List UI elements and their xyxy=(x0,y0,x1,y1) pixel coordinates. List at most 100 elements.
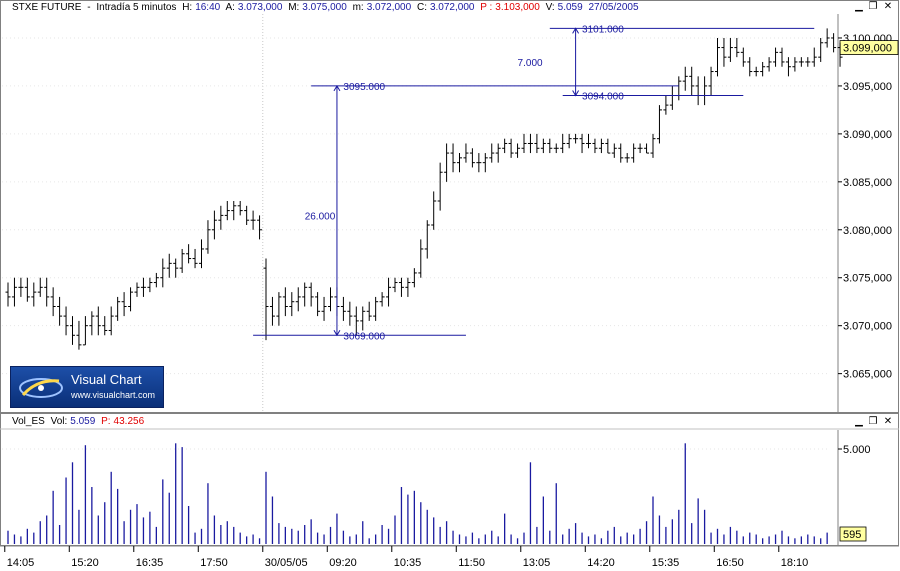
ohlc-bar xyxy=(656,105,662,144)
ohlc-bar xyxy=(573,133,579,144)
ohlc-bar xyxy=(831,33,837,53)
v-label: V: xyxy=(545,2,555,13)
min-value: 3.072,000 xyxy=(366,2,412,13)
c-label: C: xyxy=(416,2,427,13)
volume-name: Vol_ES xyxy=(12,416,45,427)
volume-close-button[interactable]: ✕ xyxy=(881,416,895,428)
ohlc-bar xyxy=(192,248,198,269)
ohlc-bar xyxy=(140,277,146,297)
ohlc-bar xyxy=(560,133,566,154)
volume-p-value: 43.256 xyxy=(113,416,145,427)
header-separator: - xyxy=(87,2,91,13)
ohlc-bar xyxy=(289,292,295,317)
ohlc-bar xyxy=(644,143,650,154)
volume-vol-label: Vol: xyxy=(50,416,68,427)
time-tick-label: 30/05/05 xyxy=(265,557,308,569)
ohlc-bar xyxy=(76,320,82,350)
price-ytick-label: 3.065,000 xyxy=(843,369,892,381)
ohlc-bar xyxy=(534,133,540,154)
time-tick-label: 16:50 xyxy=(716,557,744,569)
ohlc-bar xyxy=(173,258,179,278)
time-tick-label: 10:35 xyxy=(394,557,422,569)
volume-ytick-label: 5.000 xyxy=(843,444,871,456)
price-restore-button[interactable]: ❐ xyxy=(866,1,880,13)
ohlc-bar xyxy=(160,258,166,288)
ohlc-bar xyxy=(540,138,546,154)
ohlc-bar xyxy=(727,37,733,62)
ohlc-bar xyxy=(502,138,508,154)
ohlc-bar xyxy=(166,253,172,278)
ohlc-bar xyxy=(269,296,275,326)
ohlc-bar xyxy=(50,287,56,317)
logo-title: Visual Chart xyxy=(71,372,142,387)
ohlc-bar xyxy=(353,306,359,336)
ohlc-bar xyxy=(469,148,475,168)
annotation-arrow-head xyxy=(572,90,580,97)
ohlc-bar xyxy=(405,277,411,297)
price-minimize-button[interactable]: ▁ xyxy=(852,1,866,13)
ohlc-bar xyxy=(457,153,462,173)
price-close-button[interactable]: ✕ xyxy=(881,1,895,13)
ohlc-bar xyxy=(586,133,591,149)
last-volume-box xyxy=(839,526,867,542)
annotation-label: 26.000 xyxy=(305,211,336,222)
m-value: 3.075,000 xyxy=(302,2,347,13)
ohlc-bar xyxy=(5,282,11,307)
ohlc-bar xyxy=(257,215,263,240)
ohlc-bar xyxy=(721,37,727,67)
annotation-label: 3069.000 xyxy=(343,331,385,342)
ohlc-bar xyxy=(715,37,720,77)
ohlc-bar xyxy=(373,296,379,321)
ohlc-bar xyxy=(328,287,333,312)
price-ytick-label: 3.075,000 xyxy=(843,273,892,285)
ohlc-bar xyxy=(527,133,533,154)
ohlc-bar xyxy=(818,37,824,62)
ohlc-bar xyxy=(682,66,688,91)
v-value: 5.059 xyxy=(557,2,583,13)
ohlc-bar xyxy=(495,143,501,163)
period-label: Intradía 5 minutos xyxy=(96,2,177,13)
ohlc-bar xyxy=(811,47,817,67)
ohlc-bar xyxy=(740,47,746,67)
logo-swoosh-icon xyxy=(19,378,63,398)
ohlc-bar xyxy=(418,239,424,278)
ohlc-bar xyxy=(437,162,443,211)
ohlc-bar xyxy=(579,133,585,154)
ohlc-bar xyxy=(624,153,630,163)
annotation-arrow-head xyxy=(572,27,580,34)
ohlc-bar xyxy=(263,258,269,341)
ohlc-bar xyxy=(773,47,779,67)
annotation-label: 7.000 xyxy=(518,58,543,69)
ohlc-bar xyxy=(431,191,437,230)
volume-p-label: P: xyxy=(101,416,111,427)
ohlc-bar xyxy=(218,205,224,230)
ohlc-bar xyxy=(566,133,572,149)
volume-minimize-button[interactable]: ▁ xyxy=(852,416,866,428)
ohlc-bar xyxy=(295,287,301,312)
ohlc-bar xyxy=(18,277,24,297)
min-label: m: xyxy=(352,2,364,13)
volume-restore-button[interactable]: ❐ xyxy=(866,416,880,428)
ohlc-bar xyxy=(108,306,114,336)
price-ytick-label: 3.095,000 xyxy=(843,81,892,93)
ohlc-bar xyxy=(605,138,611,154)
ohlc-bar xyxy=(128,287,134,312)
time-tick-label: 14:20 xyxy=(587,557,615,569)
ohlc-bar xyxy=(766,57,772,72)
ohlc-bar xyxy=(708,66,714,96)
ohlc-bar xyxy=(637,143,643,154)
price-ytick-label: 3.090,000 xyxy=(843,129,892,141)
h-value: 16:40 xyxy=(195,2,221,13)
ohlc-bar xyxy=(785,57,791,77)
ohlc-bar xyxy=(792,57,798,72)
ohlc-bar xyxy=(753,66,759,77)
ohlc-bar xyxy=(57,296,63,326)
volume-vol-value: 5.059 xyxy=(70,416,96,427)
ohlc-bar xyxy=(24,277,30,302)
time-tick-label: 09:20 xyxy=(329,557,357,569)
ohlc-bar xyxy=(760,61,766,77)
ohlc-bar xyxy=(121,292,127,317)
price-header: STXE FUTURE - Intradía 5 minutos H: 16:40… xyxy=(12,2,642,13)
ohlc-bar xyxy=(695,76,701,106)
time-tick-label: 15:20 xyxy=(71,557,99,569)
